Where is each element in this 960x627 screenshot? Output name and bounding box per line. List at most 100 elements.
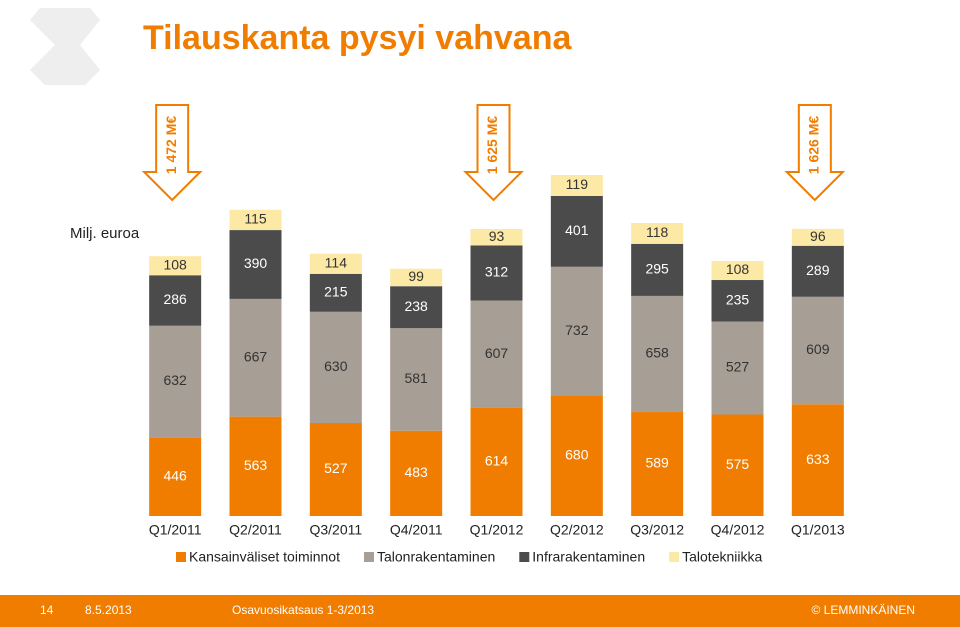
- bar-segment: [791, 228, 844, 246]
- data-label: 667: [244, 348, 268, 364]
- bar-segment: [791, 245, 844, 297]
- data-label: 658: [645, 345, 669, 361]
- data-label: 295: [645, 261, 669, 277]
- footer-page: 14: [40, 603, 54, 617]
- data-label: 446: [163, 467, 187, 483]
- x-tick-label: Q4/2012: [711, 522, 765, 538]
- bar-segment: [470, 407, 523, 516]
- bar-segment: [309, 311, 362, 423]
- bar-segment: [229, 230, 282, 299]
- data-label: 630: [324, 358, 348, 374]
- legend-swatch: [519, 552, 530, 562]
- data-label: 99: [408, 268, 424, 284]
- bar-segment: [631, 295, 684, 413]
- data-label: 96: [810, 228, 826, 244]
- x-tick-label: Q2/2011: [229, 522, 282, 538]
- bar-segment: [470, 245, 523, 301]
- legend-swatch: [669, 552, 680, 562]
- footer-date: 8.5.2013: [85, 603, 132, 617]
- bar-segment: [390, 430, 443, 516]
- data-label: 483: [404, 464, 428, 480]
- bar-segment: [229, 298, 282, 417]
- data-label: 119: [566, 176, 589, 192]
- data-label: 633: [806, 451, 830, 467]
- x-tick-label: Q3/2012: [630, 522, 684, 538]
- legend-label: Kansainväliset toiminnot: [189, 549, 340, 565]
- bar-segment: [149, 325, 202, 438]
- data-label: 527: [324, 460, 348, 476]
- bar-segment: [711, 280, 764, 322]
- bar-segment: [550, 196, 603, 267]
- data-label: 312: [485, 264, 509, 280]
- annotation-arrow: [463, 104, 524, 202]
- data-label: 589: [645, 455, 669, 471]
- bar-segment: [711, 414, 764, 516]
- bar-segment: [791, 404, 844, 516]
- bar-segment: [631, 243, 684, 296]
- legend-swatch: [176, 552, 186, 562]
- data-label: 732: [565, 322, 589, 338]
- data-label: 390: [244, 255, 268, 271]
- data-label: 108: [726, 261, 750, 277]
- data-label: 563: [244, 457, 268, 473]
- data-label: 93: [489, 228, 505, 244]
- x-tick-label: Q4/2011: [390, 522, 443, 538]
- bar-segment: [550, 395, 603, 516]
- bar-segment: [149, 256, 202, 276]
- data-label: 575: [726, 456, 750, 472]
- bar-segment: [631, 223, 684, 244]
- bar-segment: [149, 275, 202, 326]
- footer-title: Osavuosikatsaus 1-3/2013: [232, 603, 374, 617]
- bar-segment: [309, 273, 362, 312]
- annotation-arrow: [784, 104, 846, 202]
- data-label: 118: [646, 224, 669, 240]
- chart-title: Tilauskanta pysyi vahvana: [143, 19, 572, 57]
- legend-label: Talonrakentaminen: [377, 549, 495, 565]
- data-label: 401: [565, 222, 589, 238]
- bar-segment: [390, 328, 443, 431]
- x-tick-label: Q1/2011: [149, 522, 202, 538]
- data-label: 581: [404, 370, 428, 386]
- data-label: 614: [485, 453, 509, 469]
- annotation-arrow: [141, 104, 203, 202]
- legend-label: Talotekniikka: [682, 549, 762, 565]
- x-tick-label: Q3/2011: [309, 522, 362, 538]
- y-axis-label: Milj. euroa: [70, 225, 140, 242]
- bar-segment: [229, 416, 282, 516]
- data-label: 114: [325, 254, 348, 270]
- bar-segment: [791, 296, 844, 405]
- data-label: 609: [806, 341, 830, 357]
- data-label: 607: [485, 345, 509, 361]
- data-label: 215: [324, 284, 348, 300]
- bar-segment: [550, 266, 603, 396]
- bar-segment: [390, 268, 443, 287]
- legend-label: Infrarakentaminen: [532, 549, 645, 565]
- bar-segment: [550, 175, 603, 197]
- x-tick-label: Q1/2012: [470, 522, 524, 538]
- data-label: 115: [244, 211, 267, 227]
- x-tick-label: Q2/2012: [550, 522, 604, 538]
- x-tick-label: Q1/2013: [791, 522, 845, 538]
- data-label: 680: [565, 447, 589, 463]
- legend-swatch: [363, 552, 374, 562]
- data-label: 289: [806, 262, 830, 278]
- data-label: 238: [404, 298, 428, 314]
- data-label: 108: [163, 256, 187, 272]
- footer-copyright: © LEMMINKÄINEN: [811, 603, 915, 617]
- annotation-label: 1 625 M€: [484, 116, 500, 175]
- bar-segment: [229, 209, 282, 231]
- bar-segment: [711, 321, 764, 415]
- logo: [30, 8, 100, 85]
- data-label: 632: [163, 372, 187, 388]
- bar-segment: [631, 412, 684, 516]
- bar-segment: [309, 253, 362, 274]
- bar-segment: [149, 437, 202, 516]
- bar-segment: [711, 260, 764, 281]
- annotation-label: 1 472 M€: [163, 116, 179, 175]
- footer-bar: [0, 595, 960, 627]
- data-label: 235: [726, 291, 750, 307]
- bar-segment: [470, 229, 523, 246]
- annotation-label: 1 626 M€: [806, 116, 822, 175]
- bar-segment: [390, 286, 443, 329]
